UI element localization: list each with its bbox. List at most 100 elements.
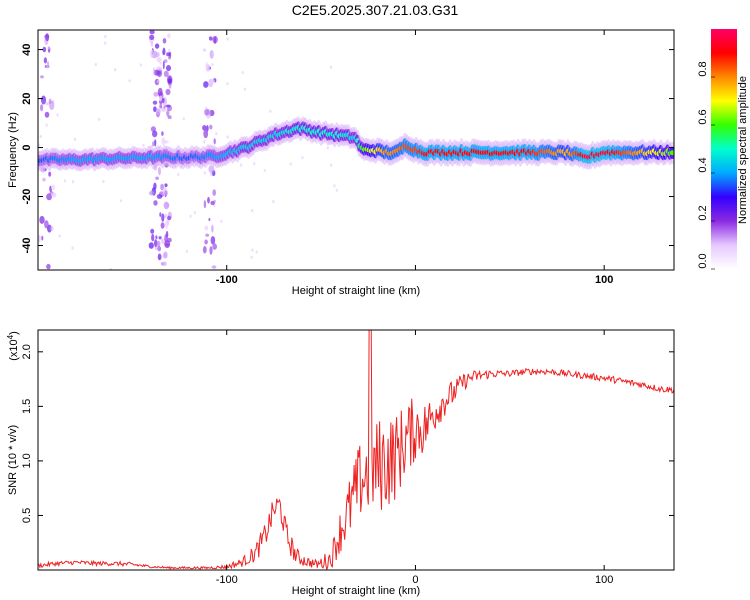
noise-speck bbox=[161, 213, 165, 222]
noise-speck bbox=[163, 59, 168, 63]
noise-speck bbox=[153, 106, 157, 113]
noise-speck bbox=[250, 255, 253, 259]
snr-ticks: -100 0 100 0.5 1.0 1.5 2.0 bbox=[21, 330, 674, 586]
noise-speck bbox=[155, 108, 161, 115]
colorbar-tick-label: 0.0 bbox=[697, 253, 709, 268]
noise-speck bbox=[40, 104, 44, 112]
snr-plot-area bbox=[38, 330, 674, 570]
noise-speck bbox=[211, 63, 214, 67]
colorbar-tick-label: 0.2 bbox=[697, 205, 709, 220]
noise-speck bbox=[205, 233, 210, 237]
noise-speck bbox=[149, 34, 155, 40]
noise-speck bbox=[167, 33, 171, 39]
noise-speck bbox=[156, 66, 162, 71]
noise-speck bbox=[156, 194, 163, 199]
snr-scale-exponent: 4 bbox=[6, 334, 15, 339]
noise-speck bbox=[204, 108, 210, 116]
noise-speck bbox=[177, 173, 180, 177]
noise-speck bbox=[152, 67, 155, 75]
snr-y-tick-label: 1.5 bbox=[21, 399, 33, 414]
noise-speck bbox=[158, 236, 162, 240]
noise-speck bbox=[156, 240, 161, 247]
noise-speck bbox=[164, 220, 168, 229]
noise-speck bbox=[94, 62, 98, 67]
noise-speck bbox=[40, 95, 47, 105]
noise-speck bbox=[150, 228, 155, 234]
noise-speck bbox=[289, 162, 292, 166]
colorbar-gradient bbox=[711, 29, 737, 269]
noise-speck bbox=[50, 225, 54, 232]
colorbar-tick-label: 0.6 bbox=[697, 109, 709, 124]
noise-speck bbox=[114, 68, 117, 72]
noise-speck bbox=[46, 263, 51, 270]
noise-speck bbox=[46, 193, 53, 201]
snr-y-tick-label: 1.0 bbox=[21, 453, 33, 468]
noise-speck bbox=[167, 115, 172, 120]
noise-speck bbox=[154, 239, 158, 248]
noise-speck bbox=[73, 137, 77, 141]
noise-speck bbox=[253, 162, 256, 166]
noise-speck bbox=[255, 250, 258, 254]
spectrogram-x-tick-label: -100 bbox=[216, 274, 238, 286]
noise-speck bbox=[40, 75, 44, 79]
noise-speck bbox=[163, 70, 169, 78]
snr-x-tick-label: 0 bbox=[412, 574, 418, 586]
noise-speck bbox=[162, 47, 166, 56]
noise-speck bbox=[45, 123, 48, 127]
noise-speck bbox=[166, 108, 170, 118]
noise-speck bbox=[104, 34, 107, 39]
noise-speck bbox=[163, 140, 169, 144]
noise-speck bbox=[209, 50, 214, 59]
snr-x-tick-label: 100 bbox=[595, 574, 613, 586]
noise-speck bbox=[220, 219, 223, 223]
noise-speck bbox=[44, 220, 49, 229]
noise-speck bbox=[213, 138, 216, 145]
spectrogram-y-axis-label: Frequency (Hz) bbox=[7, 112, 19, 188]
noise-speck bbox=[203, 139, 206, 144]
noise-speck bbox=[163, 201, 169, 210]
noise-speck bbox=[166, 65, 171, 72]
noise-speck bbox=[47, 61, 49, 66]
noise-speck bbox=[71, 180, 75, 184]
noise-speck bbox=[152, 100, 158, 105]
noise-speck bbox=[153, 182, 157, 190]
noise-speck bbox=[209, 246, 213, 255]
noise-speck bbox=[213, 36, 217, 45]
noise-speck bbox=[38, 234, 41, 243]
noise-speck bbox=[159, 95, 163, 102]
noise-speck bbox=[203, 171, 206, 175]
noise-speck bbox=[333, 184, 336, 188]
ridge-core bbox=[669, 150, 674, 156]
noise-speck bbox=[326, 146, 329, 150]
noise-speck bbox=[210, 200, 215, 206]
noise-speck bbox=[158, 166, 161, 176]
snr-x-tick-label: -100 bbox=[216, 574, 238, 586]
noise-speck bbox=[335, 188, 338, 192]
noise-speck bbox=[204, 239, 208, 245]
noise-speck bbox=[251, 209, 254, 213]
noise-speck bbox=[42, 46, 47, 53]
noise-speck bbox=[329, 65, 333, 69]
noise-speck bbox=[160, 222, 165, 229]
noise-speck bbox=[41, 235, 44, 241]
noise-speck bbox=[139, 63, 143, 67]
spectrogram-x-tick-label: 100 bbox=[595, 274, 613, 286]
colorbar-ticks: 0.0 0.2 0.4 0.6 0.8 bbox=[697, 61, 715, 270]
noise-speck bbox=[50, 184, 56, 190]
noise-speck bbox=[159, 103, 163, 109]
snr-y-tick-label: 0.5 bbox=[21, 508, 33, 523]
figure-title: C2E5.2025.307.21.03.G31 bbox=[292, 2, 459, 18]
noise-speck bbox=[165, 104, 171, 108]
noise-speck bbox=[161, 97, 165, 103]
noise-speck bbox=[102, 179, 105, 184]
noise-speck bbox=[168, 78, 172, 84]
noise-speck bbox=[162, 38, 167, 44]
colorbar: 0.0 0.2 0.4 0.6 0.8 Normalized spectral ampl… bbox=[697, 29, 749, 270]
spectrogram-frame bbox=[37, 29, 675, 271]
noise-speck bbox=[215, 132, 218, 136]
noise-speck bbox=[185, 249, 188, 254]
noise-speck bbox=[128, 79, 131, 83]
noise-speck bbox=[202, 48, 207, 52]
noise-speck bbox=[243, 87, 247, 91]
colorbar-label: Normalized spectral amplitude bbox=[737, 76, 749, 224]
